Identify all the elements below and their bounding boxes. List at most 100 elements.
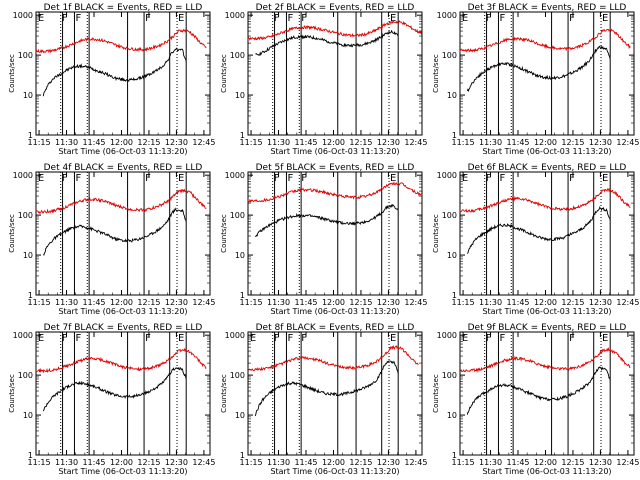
x-tick-label: 11:45	[82, 458, 105, 467]
event-window-letter: F	[145, 13, 151, 24]
x-tick-label: 11:15	[452, 138, 475, 147]
event-window-letter: F	[499, 333, 505, 344]
x-axis-label: Start Time (06-Oct-03 11:13:20)	[270, 467, 399, 476]
series-events-line	[43, 207, 187, 256]
x-tick-label: 11:45	[506, 458, 529, 467]
event-window-letter: E	[602, 333, 608, 344]
chart-title: Det 8f BLACK = Events, RED = LLD	[256, 323, 415, 333]
chart-title: Det 6f BLACK = Events, RED = LLD	[468, 163, 627, 173]
y-tick-label: 1	[240, 131, 245, 140]
x-tick-label: 12:15	[349, 298, 372, 307]
x-tick-label: 11:45	[294, 458, 317, 467]
event-window-letter: F	[499, 173, 505, 184]
y-axis-label: Counts/sec	[8, 374, 16, 413]
x-axis-label: Start Time (06-Oct-03 11:13:20)	[58, 307, 187, 316]
x-tick-label: 12:00	[322, 138, 345, 147]
x-tick-label: 11:30	[479, 138, 502, 147]
chart-panel-2f: Det 2f BLACK = Events, RED = LLD 1 10 100 10…	[220, 3, 427, 156]
x-tick-label: 12:00	[322, 298, 345, 307]
series-events-line	[255, 29, 399, 57]
x-tick-label: 11:45	[294, 138, 317, 147]
x-tick-label: 12:30	[377, 298, 400, 307]
x-tick-label: 12:30	[589, 298, 612, 307]
y-axis-label: Counts/sec	[432, 54, 440, 93]
event-window-letter: F	[287, 333, 293, 344]
event-window-letter: E	[178, 173, 184, 184]
x-axis-label: Start Time (06-Oct-03 11:13:20)	[58, 147, 187, 156]
x-tick-label: 11:15	[28, 298, 51, 307]
series-events-line	[466, 366, 611, 415]
chart-panel-7f: Det 7f BLACK = Events, RED = LLD 1 10 100 10…	[8, 323, 215, 476]
event-window-letter: F	[62, 13, 68, 24]
chart-panel-9f: Det 9f BLACK = Events, RED = LLD 1 10 100 10…	[432, 323, 639, 476]
x-tick-label: 12:30	[165, 298, 188, 307]
y-tick-label: 1000	[437, 171, 457, 180]
y-tick-label: 1	[28, 291, 33, 300]
y-tick-label: 1	[28, 451, 33, 460]
x-tick-label: 12:45	[192, 138, 215, 147]
x-tick-label: 12:45	[616, 138, 639, 147]
plot-frame	[459, 11, 635, 136]
x-tick-label: 11:15	[240, 298, 263, 307]
y-tick-label: 1000	[13, 171, 33, 180]
plot-frame	[459, 171, 635, 296]
x-tick-label: 12:45	[192, 458, 215, 467]
event-window-letter: F	[486, 333, 492, 344]
y-tick-label: 100	[442, 371, 457, 380]
x-tick-label: 12:45	[616, 458, 639, 467]
x-tick-label: 12:15	[561, 138, 584, 147]
series-lld-line	[247, 181, 423, 204]
event-window-letter: F	[301, 13, 307, 24]
event-window-letter: F	[62, 173, 68, 184]
plot-frame	[459, 331, 635, 456]
plot-frame	[35, 331, 211, 456]
x-tick-label: 12:15	[137, 298, 160, 307]
chart-title: Det 5f BLACK = Events, RED = LLD	[256, 163, 415, 173]
series-lld-line	[35, 347, 207, 374]
x-axis-label: Start Time (06-Oct-03 11:13:20)	[270, 147, 399, 156]
x-axis-label: Start Time (06-Oct-03 11:13:20)	[482, 307, 611, 316]
x-tick-label: 12:15	[349, 138, 372, 147]
series-events-line	[466, 206, 611, 254]
x-tick-label: 12:15	[137, 138, 160, 147]
series-lld-line	[459, 28, 631, 53]
event-window-letter: F	[486, 173, 492, 184]
x-tick-label: 12:00	[110, 458, 133, 467]
event-window-letter: E	[250, 333, 256, 344]
y-axis-label: Counts/sec	[8, 214, 16, 253]
y-tick-label: 10	[23, 251, 33, 260]
series-events-line	[42, 47, 187, 97]
chart-title: Det 3f BLACK = Events, RED = LLD	[468, 3, 627, 13]
y-axis-label: Counts/sec	[432, 374, 440, 413]
x-tick-label: 11:30	[479, 298, 502, 307]
x-tick-label: 12:45	[192, 298, 215, 307]
x-tick-label: 12:30	[377, 458, 400, 467]
x-tick-label: 12:30	[589, 458, 612, 467]
y-tick-label: 1	[240, 291, 245, 300]
event-window-letter: E	[602, 13, 608, 24]
x-axis-label: Start Time (06-Oct-03 11:13:20)	[58, 467, 187, 476]
y-tick-label: 1000	[225, 11, 245, 20]
event-window-letter: F	[569, 13, 575, 24]
chart-title: Det 9f BLACK = Events, RED = LLD	[468, 323, 627, 333]
y-tick-label: 1	[28, 131, 33, 140]
event-window-letter: F	[145, 333, 151, 344]
x-tick-label: 11:30	[55, 458, 78, 467]
x-tick-label: 11:15	[28, 138, 51, 147]
x-tick-label: 12:15	[349, 458, 372, 467]
y-axis-label: Counts/sec	[220, 54, 228, 93]
series-events-line	[466, 45, 611, 93]
x-tick-label: 11:45	[294, 298, 317, 307]
event-window-letter: F	[145, 173, 151, 184]
x-tick-label: 12:30	[589, 138, 612, 147]
event-window-letter: F	[274, 333, 280, 344]
x-tick-label: 11:15	[28, 458, 51, 467]
chart-title: Det 4f BLACK = Events, RED = LLD	[44, 163, 203, 173]
x-tick-label: 12:15	[561, 298, 584, 307]
event-window-letter: E	[38, 333, 44, 344]
y-tick-label: 10	[23, 411, 33, 420]
event-window-letter: F	[486, 13, 492, 24]
plot-frame	[247, 11, 423, 136]
event-window-letter: F	[75, 333, 81, 344]
